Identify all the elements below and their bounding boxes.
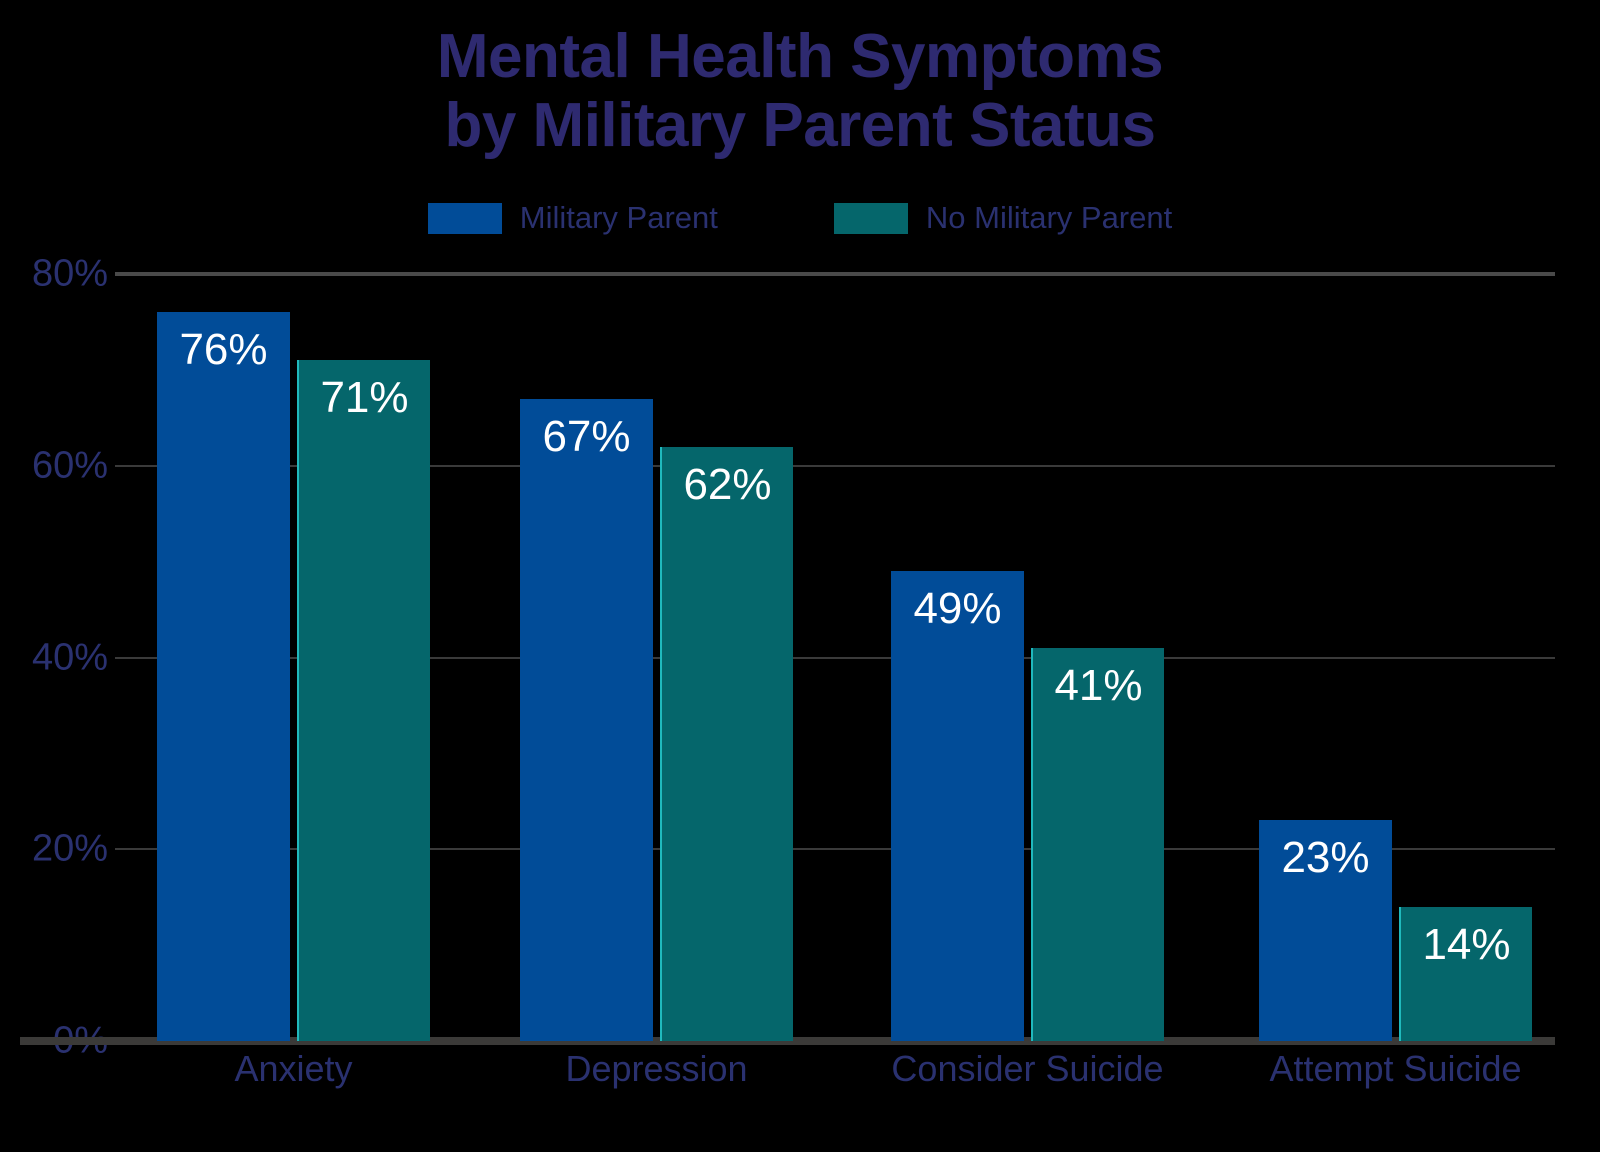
x-axis-tick-depression: Depression [565, 1048, 748, 1089]
chart-title-line-1: Mental Health Symptoms [436, 22, 1164, 91]
bar-value-label: 76% [179, 325, 268, 375]
bar-value-label: 41% [1054, 660, 1143, 710]
legend-item-no-military-parent[interactable]: No Military Parent [833, 200, 1173, 236]
x-axis-line [20, 1037, 1555, 1045]
legend-swatch-military-parent [427, 202, 502, 234]
legend-swatch-no-military-parent [833, 202, 908, 234]
gridline-20 [115, 848, 1555, 851]
y-axis-tick-60pct: 60% [31, 444, 108, 487]
gridline-80 [115, 272, 1555, 276]
x-axis-tick-anxiety: Anxiety [234, 1048, 353, 1089]
legend-label-no-military-parent: No Military Parent [925, 200, 1173, 235]
bar[interactable]: 76% [157, 312, 290, 1041]
bar[interactable]: 62% [660, 446, 793, 1041]
y-axis-tick-80pct: 80% [31, 252, 108, 295]
gridline-40 [115, 656, 1555, 659]
bar-value-label: 67% [542, 411, 631, 461]
legend-label-military-parent: Military Parent [519, 200, 718, 235]
x-axis-tick-consider-suicide: Consider Suicide [891, 1048, 1164, 1089]
chart-legend: Military Parent No Military Parent [0, 200, 1600, 236]
bar-value-label: 62% [683, 459, 772, 509]
bar[interactable]: 67% [520, 398, 653, 1041]
x-axis-tick-attempt-suicide: Attempt Suicide [1269, 1048, 1522, 1089]
bar[interactable]: 49% [891, 571, 1024, 1041]
bar-value-label: 49% [913, 584, 1002, 634]
y-axis-tick-20pct: 20% [31, 827, 108, 870]
bar-value-label: 23% [1281, 833, 1370, 883]
bar[interactable]: 41% [1031, 647, 1164, 1041]
bar[interactable]: 71% [297, 360, 430, 1041]
legend-item-military-parent[interactable]: Military Parent [427, 200, 718, 236]
chart-title: Mental Health Symptoms by Military Paren… [0, 22, 1600, 161]
bar-value-label: 71% [320, 373, 409, 423]
chart-title-line-2: by Military Parent Status [444, 91, 1156, 161]
bar[interactable]: 14% [1399, 906, 1532, 1041]
y-axis-tick-40pct: 40% [31, 636, 108, 678]
bar-value-label: 14% [1422, 919, 1511, 969]
gridline-60 [115, 464, 1555, 467]
bar[interactable]: 23% [1259, 820, 1392, 1041]
